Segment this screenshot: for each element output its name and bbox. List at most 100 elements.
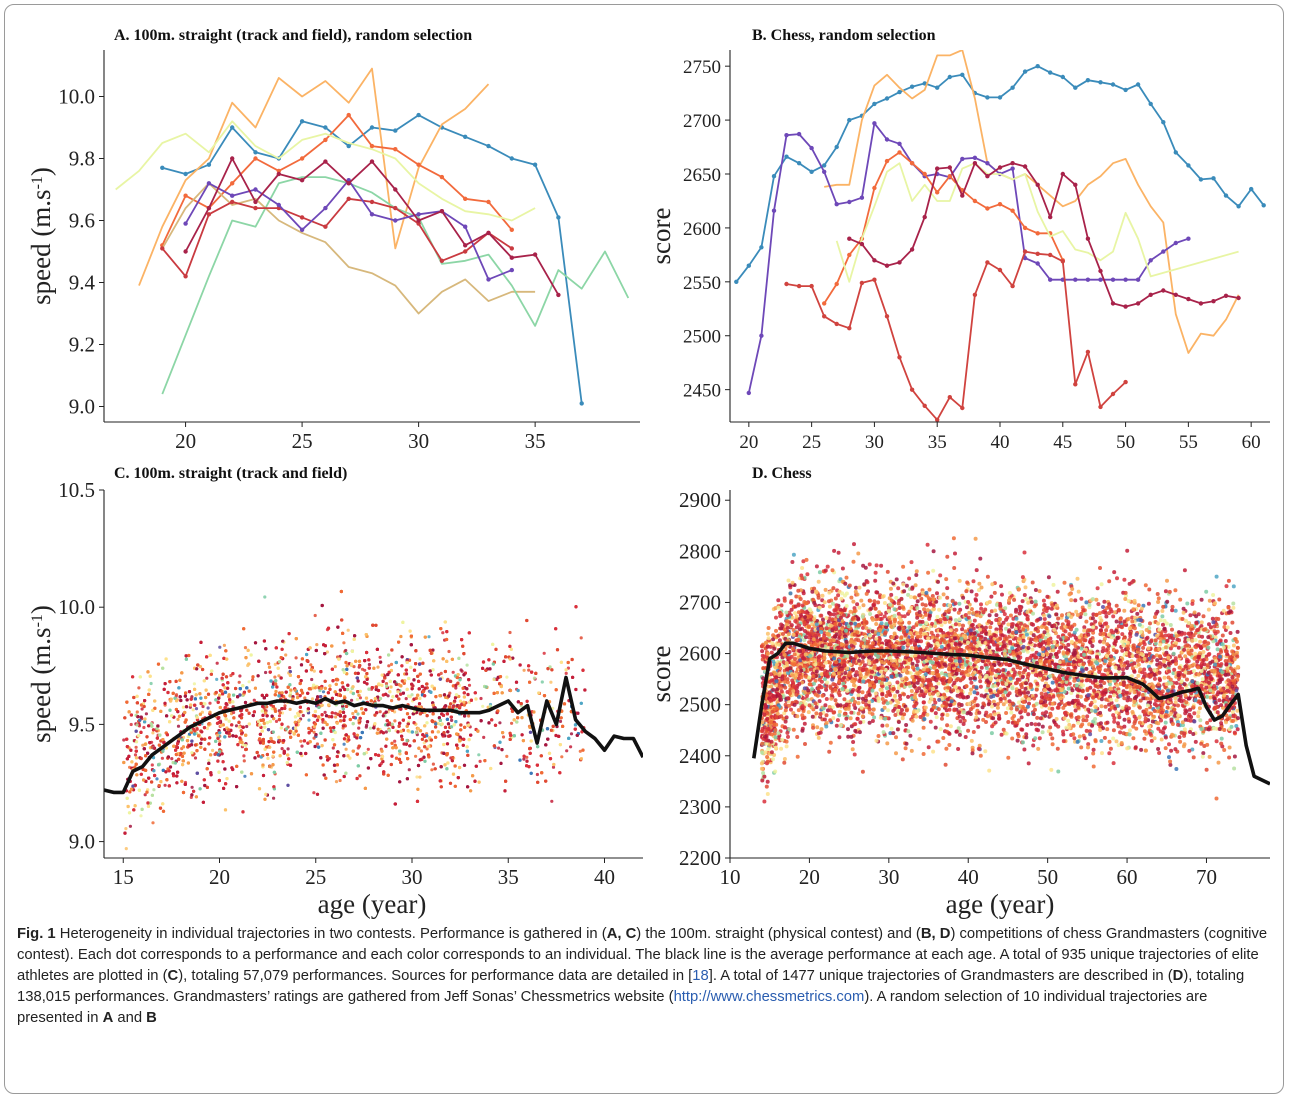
scatter-point xyxy=(516,716,520,720)
trajectory-point xyxy=(509,156,514,161)
trajectory-point xyxy=(1048,70,1053,75)
scatter-point xyxy=(168,765,173,769)
panel-title: A. 100m. straight (track and field), ran… xyxy=(114,27,472,44)
trajectory-point xyxy=(1161,288,1166,293)
scatter-point xyxy=(406,722,410,726)
scatter-point xyxy=(206,706,210,710)
trajectory-line xyxy=(848,162,1239,308)
scatter-point xyxy=(323,686,327,690)
scatter-point xyxy=(309,728,313,733)
scatter-point xyxy=(130,760,134,764)
scatter-point xyxy=(132,695,136,700)
trajectory-point xyxy=(947,395,952,400)
scatter-point xyxy=(356,679,360,683)
scatter-point xyxy=(377,753,381,758)
y-tick-label: 2500 xyxy=(683,327,721,348)
trajectory-point xyxy=(1173,150,1179,155)
scatter-point xyxy=(263,595,267,599)
trajectory-point xyxy=(1161,120,1166,125)
scatter-point xyxy=(299,688,304,693)
scatter-point xyxy=(345,667,349,672)
scatter-point xyxy=(150,745,154,749)
scatter-point xyxy=(319,686,323,690)
scatter-point xyxy=(498,740,502,744)
scatter-point xyxy=(300,744,304,748)
scatter-point xyxy=(550,668,554,672)
scatter-point xyxy=(437,673,441,677)
trajectory-point xyxy=(1010,166,1015,171)
trajectory-point xyxy=(416,218,421,223)
trajectory-point xyxy=(230,181,235,186)
scatter-point xyxy=(161,802,165,806)
trajectory-point xyxy=(809,169,814,174)
trajectory-point xyxy=(1085,349,1091,355)
scatter-point xyxy=(449,715,453,719)
scatter-point xyxy=(410,693,414,697)
scatter-point xyxy=(390,699,394,703)
scatter-point xyxy=(500,691,504,695)
trajectory-point xyxy=(230,193,235,198)
scatter-point xyxy=(252,698,256,702)
scatter-point xyxy=(208,736,212,740)
scatter-point xyxy=(339,719,343,723)
scatter-point xyxy=(336,625,340,629)
scatter-point xyxy=(404,697,408,701)
scatter-point xyxy=(140,807,144,812)
scatter-point xyxy=(323,679,327,683)
scatter-point xyxy=(174,693,179,697)
scatter-point xyxy=(129,713,133,717)
scatter-point xyxy=(253,686,257,690)
trajectory-point xyxy=(834,281,839,287)
scatter-point xyxy=(385,719,389,723)
scatter-point xyxy=(383,676,387,680)
trajectory-point xyxy=(1085,236,1091,241)
trajectory-point xyxy=(556,292,561,298)
scatter-point xyxy=(528,730,533,734)
scatter-point xyxy=(389,668,393,673)
scatter-point xyxy=(511,656,515,660)
scatter-point xyxy=(139,756,143,761)
scatter-point xyxy=(348,717,352,722)
trajectory-point xyxy=(1010,161,1015,166)
scatter-point xyxy=(141,743,145,747)
scatter-point xyxy=(579,636,583,640)
scatter-point xyxy=(183,782,187,787)
trajectory-point xyxy=(299,119,305,124)
scatter-point xyxy=(365,677,369,682)
scatter-point xyxy=(249,653,253,657)
scatter-point xyxy=(554,733,558,738)
scatter-point xyxy=(514,680,519,684)
scatter-point xyxy=(232,693,236,697)
trajectory-point xyxy=(972,161,978,166)
scatter-point xyxy=(275,685,279,689)
scatter-point xyxy=(373,696,377,701)
scatter-point xyxy=(393,710,397,714)
scatter-point xyxy=(133,804,137,808)
scatter-point xyxy=(518,758,522,762)
scatter-point xyxy=(298,710,302,714)
scatter-point xyxy=(456,673,460,677)
scatter-point xyxy=(436,730,440,734)
scatter-point xyxy=(330,696,334,701)
scatter-point xyxy=(338,778,342,783)
trajectory-line xyxy=(161,182,536,315)
y-axis-label: score xyxy=(646,208,676,265)
trajectory-point xyxy=(1110,82,1116,87)
scatter-point xyxy=(273,693,277,697)
trajectory-point xyxy=(1022,69,1028,74)
scatter-point xyxy=(542,651,546,655)
scatter-point xyxy=(453,696,458,700)
scatter-point xyxy=(462,763,467,767)
scatter-point xyxy=(451,756,455,760)
scatter-point xyxy=(451,670,455,674)
scatter-point xyxy=(266,756,270,761)
scatter-point xyxy=(222,643,226,648)
scatter-point xyxy=(331,679,335,683)
trajectory-point xyxy=(532,252,538,257)
scatter-point xyxy=(298,694,302,698)
scatter-point xyxy=(462,695,466,699)
scatter-point xyxy=(238,736,242,740)
trajectory-point xyxy=(463,196,468,201)
y-axis-label-main: speed (m.s xyxy=(26,189,56,304)
scatter-point xyxy=(199,696,203,700)
